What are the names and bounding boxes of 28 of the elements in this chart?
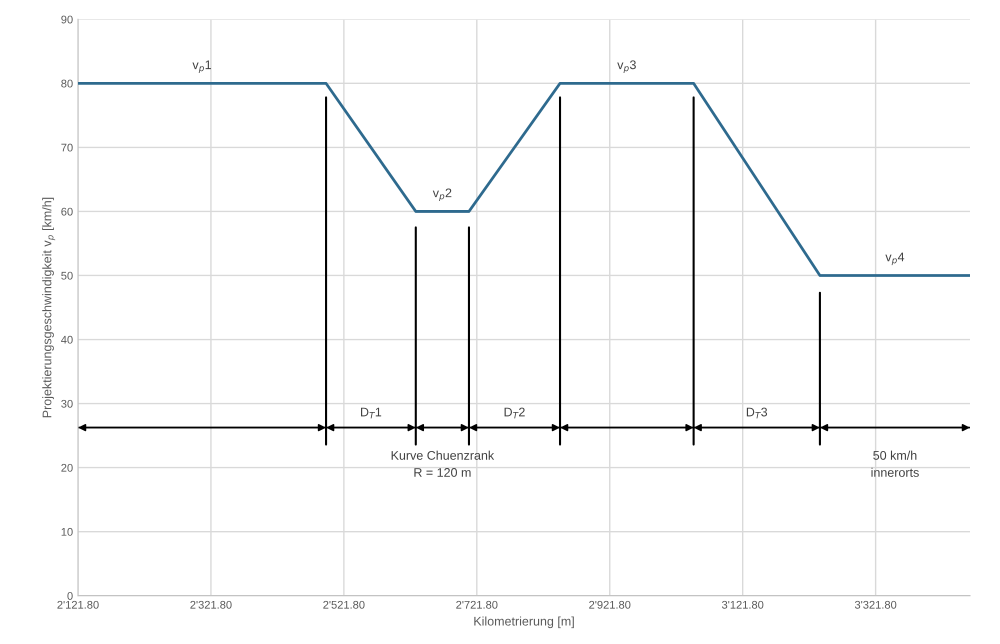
- y-tick-label: 60: [61, 208, 73, 216]
- x-axis-title: Kilometrierung [m]: [474, 616, 574, 628]
- y-tick-label: 20: [61, 464, 73, 472]
- x-tick-label: 2'721.80: [456, 600, 498, 609]
- y-tick-label: 0: [67, 592, 73, 600]
- annotation: v$_{p}$3: [617, 60, 636, 73]
- annotation: v$_{p}$4: [885, 252, 904, 266]
- x-tick-label: 2'121.80: [57, 600, 99, 609]
- annotation: 50 km/h innerorts: [871, 450, 919, 477]
- annotation: D$_{T}$2: [504, 408, 525, 418]
- x-tick-label: 2'321.80: [190, 600, 232, 609]
- y-tick-label: 30: [61, 400, 73, 408]
- x-tick-label: 3'121.80: [722, 600, 764, 609]
- y-tick-label: 80: [61, 80, 73, 88]
- annotation: Kurve Chuenzrank R = 120 m: [392, 450, 494, 477]
- y-tick-label: 50: [61, 272, 73, 280]
- y-tick-label: 70: [61, 144, 73, 152]
- y-tick-label: 10: [62, 528, 73, 536]
- y-tick-label: 40: [61, 336, 73, 344]
- y-tick-label: 90: [61, 16, 73, 24]
- annotation: v$_{p}$2: [432, 188, 452, 202]
- y-axis-title: Projektierungsgeschwindigkeit v$_{p}$ [km/h]: [42, 198, 56, 418]
- annotation: v$_{p}$1: [192, 60, 212, 73]
- x-tick-label: 3'321.80: [854, 600, 896, 609]
- x-tick-label: 2'921.80: [589, 600, 630, 609]
- annotation: D$_{T}$1: [361, 408, 382, 418]
- annotation: D$_{T}$3: [746, 408, 768, 418]
- x-tick-label: 2'521.80: [323, 600, 365, 609]
